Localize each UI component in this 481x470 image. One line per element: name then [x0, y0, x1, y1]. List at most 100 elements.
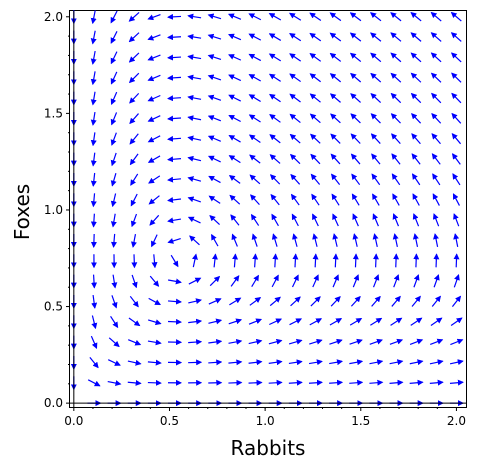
vector-arrow — [411, 173, 421, 186]
vector-arrow — [450, 52, 462, 63]
vector-arrow — [208, 175, 221, 184]
vector-arrow — [110, 112, 118, 126]
vector-arrow — [230, 214, 240, 226]
vector-arrow — [451, 133, 462, 145]
vector-arrow — [90, 111, 97, 126]
vector-arrow — [329, 359, 343, 366]
vector-arrow — [390, 72, 402, 83]
vector-arrow — [430, 317, 443, 326]
vector-arrow — [208, 298, 222, 305]
x-tick-label: 0.0 — [64, 414, 83, 428]
vector-arrow — [411, 295, 421, 307]
vector-arrow — [350, 133, 361, 144]
vector-arrow — [310, 173, 321, 185]
vector-arrow — [90, 335, 98, 350]
vector-arrow — [350, 295, 361, 307]
vector-arrow — [89, 357, 99, 369]
vector-arrow — [127, 339, 142, 346]
vector-arrow — [453, 233, 460, 247]
vector-arrow — [90, 91, 97, 106]
vector-arrow — [147, 34, 161, 41]
vector-arrow — [248, 33, 262, 41]
vector-arrow — [372, 253, 379, 268]
vector-arrow — [309, 113, 321, 124]
vector-arrow — [449, 359, 464, 366]
vector-arrow — [167, 115, 182, 122]
vector-arrow — [187, 155, 202, 162]
vector-arrow — [110, 233, 117, 248]
vector-arrow — [128, 72, 140, 84]
vector-arrow — [167, 298, 182, 305]
vector-arrow — [209, 215, 220, 225]
vector-arrow — [291, 274, 299, 288]
vector-arrow — [371, 173, 381, 186]
vector-arrow — [130, 173, 139, 186]
vector-arrow — [187, 54, 202, 61]
vector-arrow — [147, 359, 162, 366]
vector-arrow — [211, 233, 219, 247]
vector-arrow — [207, 115, 222, 122]
vector-arrow — [310, 153, 321, 165]
vector-arrow — [110, 71, 118, 85]
vector-arrow — [350, 93, 361, 103]
vector-arrow — [289, 53, 302, 62]
vector-arrow — [369, 379, 384, 386]
vector-arrow — [269, 134, 281, 144]
vector-arrow — [187, 13, 202, 20]
vector-arrow — [208, 359, 223, 366]
vector-arrow — [410, 52, 422, 63]
y-tick-label: 1.0 — [44, 203, 63, 217]
vector-arrow — [330, 296, 341, 307]
vector-arrow — [410, 11, 422, 22]
vector-arrow — [392, 213, 400, 227]
vector-arrow — [248, 13, 262, 21]
vector-arrow — [149, 275, 160, 287]
vector-arrow — [370, 113, 381, 124]
vector-arrow — [309, 53, 322, 62]
vector-arrow — [330, 113, 341, 124]
vector-arrow — [410, 72, 422, 83]
vector-arrow — [90, 152, 97, 167]
vector-arrow — [292, 253, 299, 268]
vector-arrow — [329, 73, 342, 83]
vector-arrow — [269, 318, 283, 326]
vector-arrow — [187, 196, 201, 203]
vector-arrow — [431, 92, 442, 104]
vector-arrow — [207, 74, 222, 81]
vector-arrow — [332, 274, 339, 288]
vector-arrow — [129, 113, 139, 125]
vector-arrow — [228, 33, 242, 41]
vector-arrow — [451, 112, 462, 124]
vector-arrow — [249, 154, 261, 164]
vector-arrow — [451, 295, 462, 307]
vector-arrow — [90, 132, 97, 147]
vector-arrow — [270, 193, 280, 206]
vector-arrow — [110, 91, 118, 106]
vector-arrow — [289, 133, 301, 144]
vector-arrow — [149, 214, 160, 226]
vector-arrow — [409, 379, 424, 386]
vector-arrow — [129, 92, 140, 104]
vector-arrow — [188, 339, 203, 346]
vector-arrow — [329, 52, 342, 62]
vector-arrow — [430, 338, 444, 346]
x-tick-label: 2.0 — [447, 414, 466, 428]
vector-arrow — [268, 53, 282, 62]
x-axis-ticks: 0.0 0.5 1.0 1.5 2.0 — [64, 407, 466, 428]
vector-arrow — [391, 295, 401, 307]
vector-arrow — [268, 13, 282, 21]
vector-arrow — [167, 217, 182, 224]
vector-arrow — [330, 133, 341, 144]
vector-arrow — [167, 196, 182, 203]
vector-arrow — [228, 318, 243, 325]
vector-arrow — [392, 193, 400, 206]
vector-arrow — [350, 113, 361, 124]
vector-arrow — [349, 359, 364, 366]
vector-arrow — [349, 32, 362, 42]
vector-arrow — [167, 237, 181, 244]
vector-arrow — [310, 296, 321, 307]
vector-arrow — [370, 52, 382, 63]
vector-arrow — [332, 213, 339, 227]
vector-arrow — [231, 233, 238, 247]
